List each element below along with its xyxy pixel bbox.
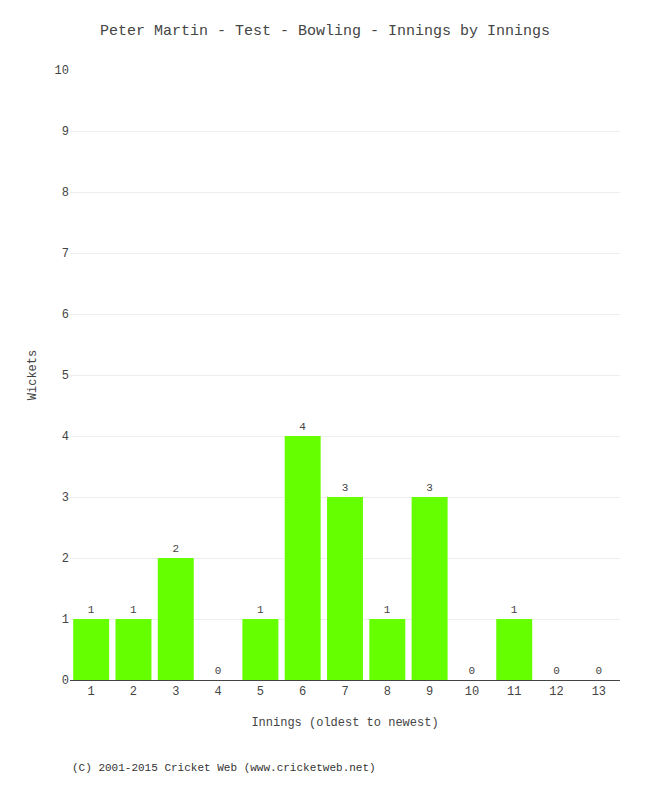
- svg-text:4: 4: [214, 685, 221, 699]
- svg-text:0: 0: [596, 665, 603, 677]
- svg-text:12: 12: [549, 685, 563, 699]
- svg-text:5: 5: [62, 369, 69, 383]
- svg-text:11: 11: [507, 685, 521, 699]
- svg-text:Innings (oldest to newest): Innings (oldest to newest): [251, 716, 438, 730]
- svg-text:0: 0: [469, 665, 476, 677]
- svg-text:4: 4: [62, 430, 69, 444]
- svg-text:1: 1: [88, 604, 95, 616]
- svg-text:1: 1: [62, 613, 69, 627]
- svg-text:6: 6: [299, 685, 306, 699]
- svg-text:1: 1: [511, 604, 518, 616]
- svg-text:3: 3: [62, 491, 69, 505]
- svg-text:5: 5: [257, 685, 264, 699]
- svg-text:1: 1: [130, 604, 137, 616]
- svg-text:10: 10: [55, 64, 69, 78]
- svg-text:0: 0: [553, 665, 560, 677]
- svg-text:Peter Martin - Test - Bowling: Peter Martin - Test - Bowling - Innings …: [100, 23, 550, 40]
- svg-text:9: 9: [426, 685, 433, 699]
- svg-text:1: 1: [88, 685, 95, 699]
- svg-text:13: 13: [592, 685, 606, 699]
- svg-text:3: 3: [342, 482, 349, 494]
- svg-text:8: 8: [62, 186, 69, 200]
- svg-text:3: 3: [172, 685, 179, 699]
- svg-text:4: 4: [299, 421, 306, 433]
- svg-text:1: 1: [257, 604, 264, 616]
- svg-text:8: 8: [384, 685, 391, 699]
- svg-text:2: 2: [172, 543, 179, 555]
- svg-text:2: 2: [130, 685, 137, 699]
- svg-text:1: 1: [384, 604, 391, 616]
- svg-text:2: 2: [62, 552, 69, 566]
- svg-text:0: 0: [62, 674, 69, 688]
- svg-text:7: 7: [62, 247, 69, 261]
- svg-text:(C) 2001-2015 Cricket Web (www: (C) 2001-2015 Cricket Web (www.cricketwe…: [72, 762, 376, 774]
- svg-text:7: 7: [341, 685, 348, 699]
- svg-text:Wickets: Wickets: [26, 350, 40, 400]
- svg-text:6: 6: [62, 308, 69, 322]
- svg-text:10: 10: [465, 685, 479, 699]
- svg-text:0: 0: [215, 665, 222, 677]
- svg-text:3: 3: [426, 482, 433, 494]
- svg-text:9: 9: [62, 125, 69, 139]
